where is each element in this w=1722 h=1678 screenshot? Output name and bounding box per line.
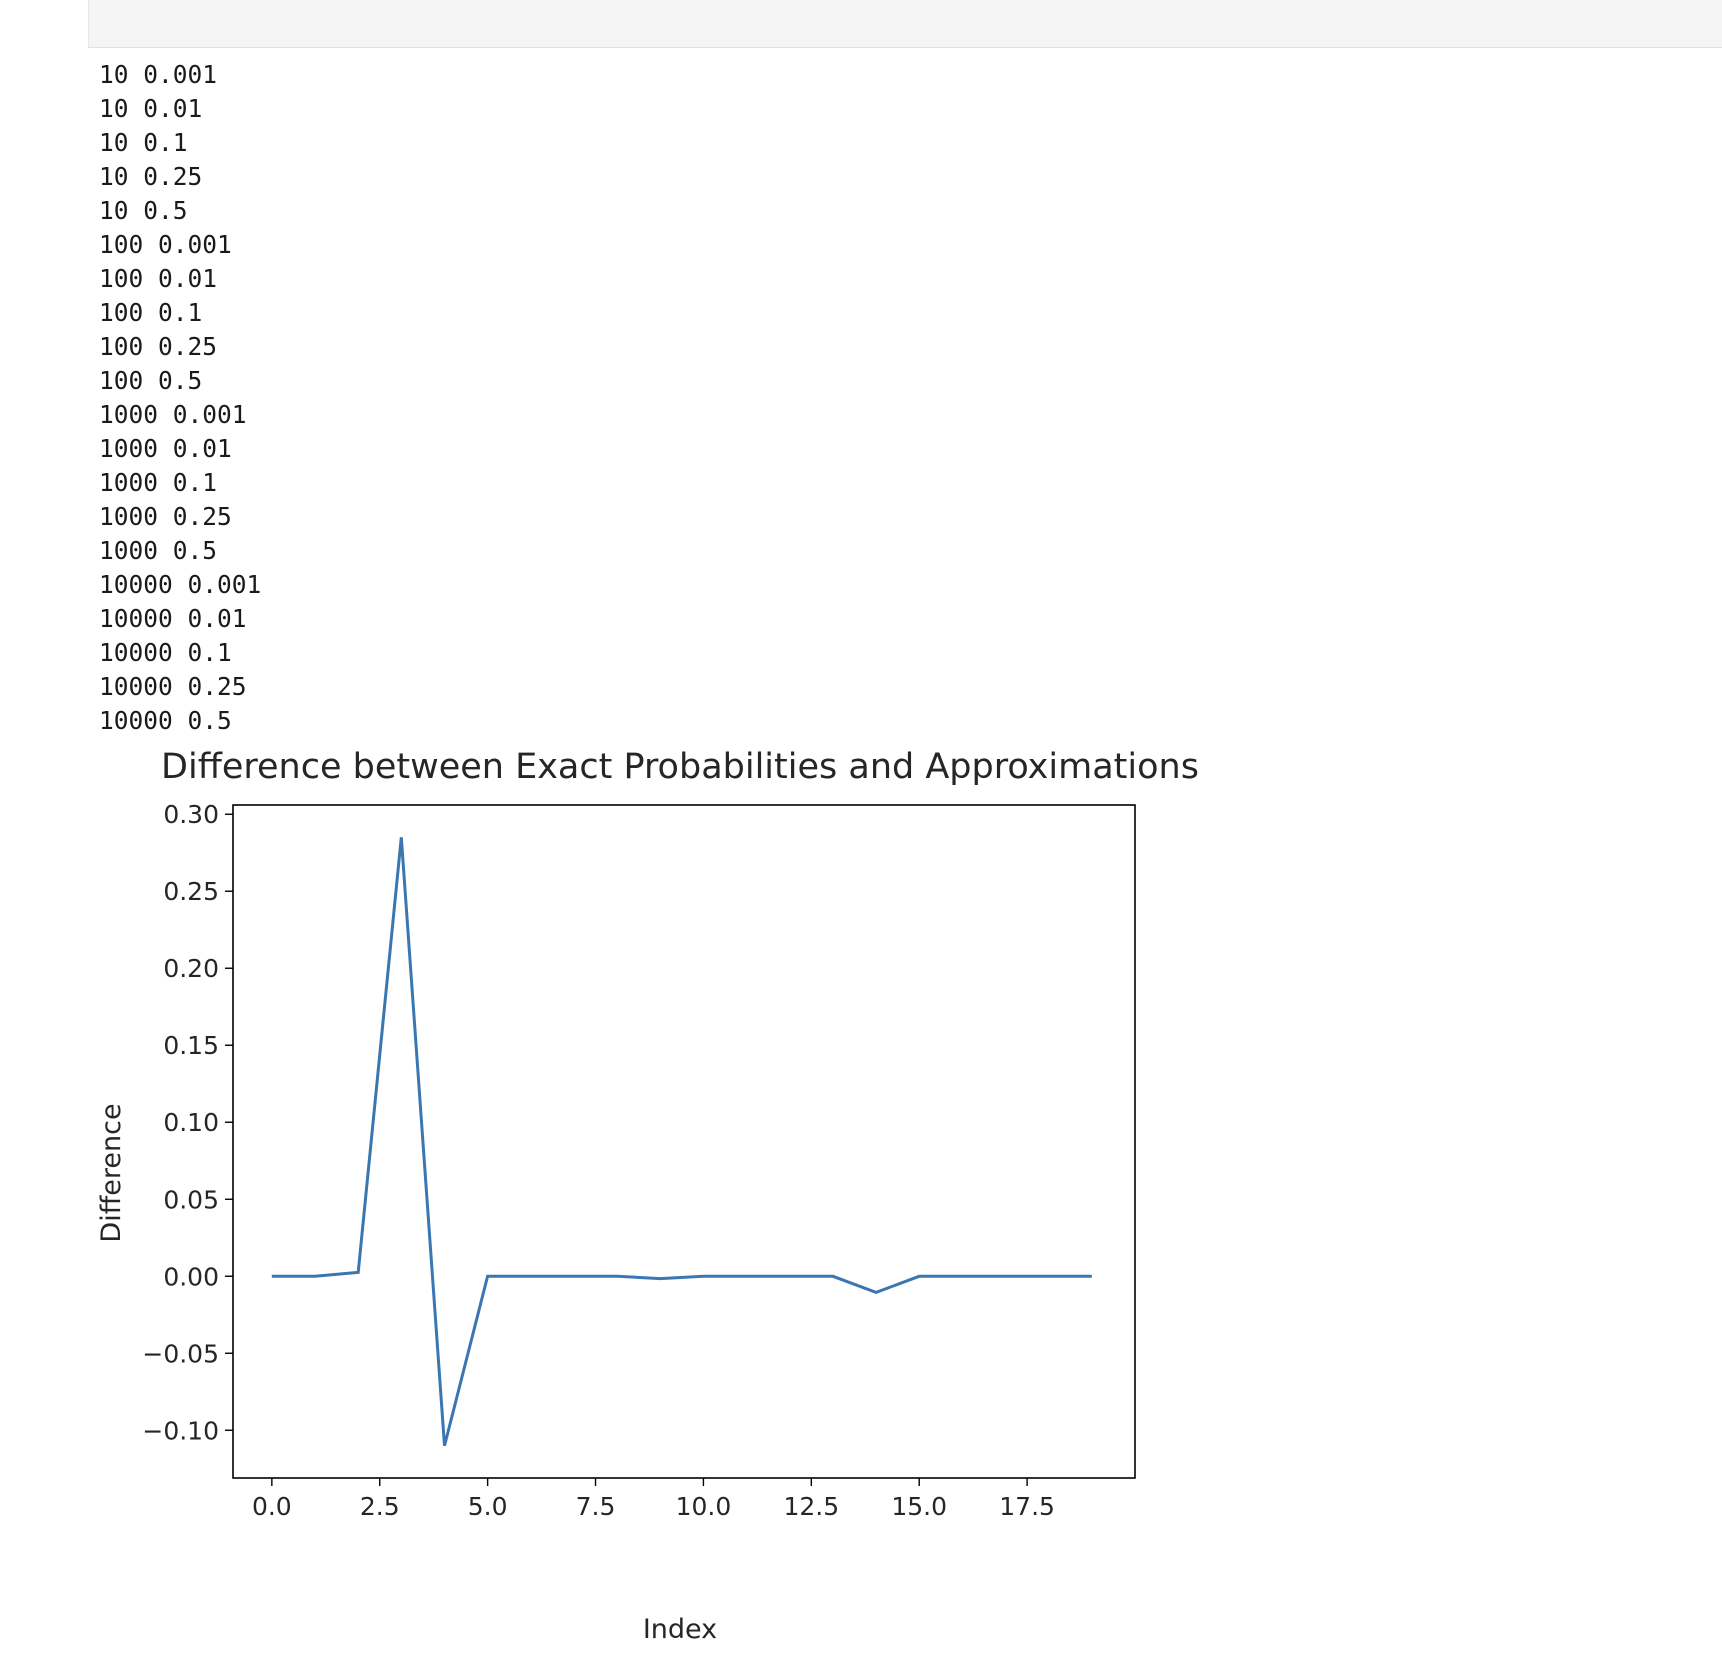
y-tick-label: −0.10 [142,1416,219,1445]
y-tick-label: 0.10 [163,1108,219,1137]
output-line: 10 0.01 [99,94,203,123]
output-line: 10000 0.001 [99,570,262,599]
output-line: 10000 0.25 [99,672,247,701]
difference-line-chart: Difference between Exact Probabilities a… [96,748,1199,1645]
y-axis-label: Difference [96,1103,127,1242]
output-line: 10000 0.01 [99,604,247,633]
output-line: 100 0.1 [99,298,203,327]
y-tick-label: 0.05 [163,1185,219,1214]
output-line: 100 0.01 [99,264,218,293]
x-axis-label: Index [643,1614,717,1645]
plot-area: 0.0 2.5 5.0 7.5 10.0 12.5 15.0 17.5 −0.10 −0.05 0.… [142,800,1136,1521]
cell-output-text: 10 0.001 10 0.01 10 0.1 10 0.25 10 0.5 100 0.… [99,58,799,738]
output-line: 10 0.001 [99,60,218,89]
output-line: 10 0.1 [99,128,188,157]
x-tick-label: 0.0 [252,1492,292,1521]
output-line: 10 0.5 [99,196,188,225]
y-tick-label: 0.15 [163,1031,219,1060]
chart-title: Difference between Exact Probabilities a… [161,748,1199,787]
output-line: 1000 0.01 [99,434,232,463]
x-tick-label: 12.5 [783,1492,839,1521]
output-line: 100 0.25 [99,332,218,361]
output-line: 100 0.5 [99,366,203,395]
axes-frame [232,804,1136,1479]
output-line: 1000 0.001 [99,400,247,429]
output-line: 1000 0.25 [99,502,232,531]
y-tick-label: 0.25 [163,877,219,906]
series-line [271,837,1092,1447]
x-tick-label: 10.0 [676,1492,732,1521]
y-tick-label: 0.20 [163,954,219,983]
x-tick-label: 5.0 [468,1492,508,1521]
output-line: 100 0.001 [99,230,232,259]
code-cell-input[interactable] [88,0,1722,48]
output-line: 1000 0.1 [99,468,218,497]
y-tick-label: 0.00 [163,1262,219,1291]
output-line: 10000 0.1 [99,638,232,667]
x-tick-label: 2.5 [360,1492,400,1521]
output-line: 1000 0.5 [99,536,218,565]
output-line: 10000 0.5 [99,706,232,735]
y-tick-label: 0.30 [163,800,219,829]
x-tick-label: 15.0 [891,1492,947,1521]
output-line: 10 0.25 [99,162,203,191]
y-tick-label: −0.05 [142,1339,219,1368]
x-tick-label: 7.5 [576,1492,616,1521]
x-tick-label: 17.5 [999,1492,1055,1521]
